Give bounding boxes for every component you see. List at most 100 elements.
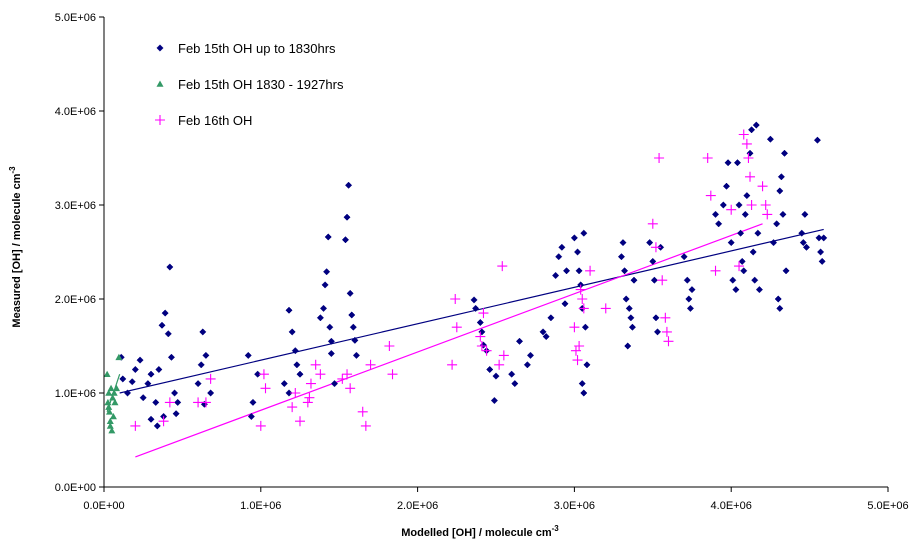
series-1-point (621, 267, 629, 275)
series-1-point (646, 239, 654, 247)
series-3-point (295, 416, 305, 427)
series-3-point (757, 181, 768, 192)
series-3-point (476, 341, 487, 351)
series-1-point (776, 187, 784, 195)
series-3-point (384, 341, 395, 351)
series-1-point (715, 220, 723, 228)
series-2-point (106, 422, 114, 429)
series-3-point (726, 204, 737, 215)
x-tick-label: 4.0E+06 (711, 500, 752, 512)
series-1-point (119, 375, 127, 383)
series-2-point (105, 403, 113, 410)
series-3-point (760, 200, 771, 210)
series-1-point (818, 257, 826, 265)
series-3-point (290, 388, 301, 398)
series-1-point (719, 201, 727, 209)
series-1-point (743, 192, 751, 200)
legend-marker-2 (156, 80, 164, 87)
series-1-point (153, 422, 161, 430)
series-3-point (158, 416, 169, 427)
series-1-point (523, 361, 531, 369)
series-3-point (705, 190, 716, 201)
series-1-point (575, 267, 583, 275)
x-axis-title-superscript: -3 (552, 524, 560, 533)
x-tick-label: 2.0E+06 (397, 500, 438, 512)
series-1-point (247, 412, 255, 421)
series-1-point (128, 378, 136, 386)
y-tick-label: 5.0E+06 (55, 12, 96, 24)
series-3-point (498, 350, 509, 361)
series-2-point (104, 398, 112, 406)
series-3-point (741, 138, 752, 149)
series-1-point (158, 321, 166, 329)
series-1-point (490, 396, 498, 405)
series-3-point (342, 369, 353, 380)
y-tick-label: 3.0E+06 (55, 200, 96, 212)
x-tick-label: 0.0E+00 (83, 500, 124, 512)
series-1-point (729, 276, 737, 284)
series-3-point (302, 397, 313, 408)
series-1-point (570, 234, 578, 242)
series-2-point (107, 384, 115, 392)
series-1-point (199, 328, 207, 336)
series-3-point (475, 331, 486, 342)
series-1-point (479, 341, 488, 349)
series-1-point (749, 248, 757, 256)
series-1-point (174, 398, 182, 406)
series-1-point (472, 304, 480, 312)
series-2-point (105, 389, 113, 396)
series-1-point (167, 353, 175, 361)
trendlines (106, 223, 824, 458)
series-1-point (285, 389, 293, 397)
series-3-point (746, 200, 757, 210)
series-1-point (345, 181, 353, 189)
series-1-point (773, 220, 781, 228)
x-tick-label: 5.0E+06 (867, 500, 908, 512)
series-1-point (316, 314, 324, 322)
series-1-point (817, 248, 825, 256)
series-1-point (555, 253, 563, 261)
y-tick-label: 4.0E+06 (55, 106, 96, 118)
y-axis-ticks: 0.0E+00 1.0E+06 2.0E+06 3.0E+06 4.0E+06 5.0E+… (55, 12, 104, 494)
series-2-point (109, 413, 117, 420)
series-1-point (327, 337, 335, 345)
legend: Feb 15th OH up to 1830hrs Feb 15th OH 183… (155, 41, 344, 128)
series-1-point (526, 351, 535, 359)
series-1-point (293, 361, 301, 369)
series-1-point (766, 135, 774, 143)
series-1-point (774, 295, 782, 303)
x-axis-title: Modelled [OH] / molecule cm-3 (401, 524, 559, 539)
series-1-point (722, 182, 731, 190)
series-3-point (710, 265, 721, 276)
x-axis-ticks: 0.0E+00 1.0E+06 2.0E+06 3.0E+06 4.0E+06 5.0E+… (83, 487, 909, 512)
series-2-point (111, 398, 119, 406)
series-1-point (254, 370, 262, 378)
series-1-point (799, 239, 807, 247)
series-1-point (680, 253, 688, 261)
series-1-point (330, 380, 339, 388)
series-1-point (197, 361, 205, 369)
series-1-point (622, 295, 630, 303)
series-3-point (360, 420, 371, 431)
series-1-point (136, 356, 144, 364)
series-2-point (115, 353, 123, 361)
series-3-point (585, 265, 596, 276)
series-1-point (288, 328, 296, 336)
series-1-point (285, 306, 293, 314)
series-1-point (552, 271, 560, 280)
series-1-point (649, 257, 657, 265)
y-tick-label: 2.0E+06 (55, 294, 96, 306)
series-3-point (702, 153, 713, 163)
series-1-point (735, 201, 743, 209)
series-3-point (205, 373, 216, 384)
series-3-point (661, 326, 672, 337)
series-1-point (296, 370, 304, 378)
series-1-point (815, 234, 823, 242)
series-1-point (580, 229, 588, 237)
series-3-point (305, 378, 316, 389)
series-1-point (171, 389, 179, 397)
series-2-point (113, 384, 121, 392)
y-axis-title-text: Measured [OH] / molecule cm (11, 173, 23, 327)
series-1-point (813, 136, 821, 144)
series-1-point (751, 276, 759, 284)
